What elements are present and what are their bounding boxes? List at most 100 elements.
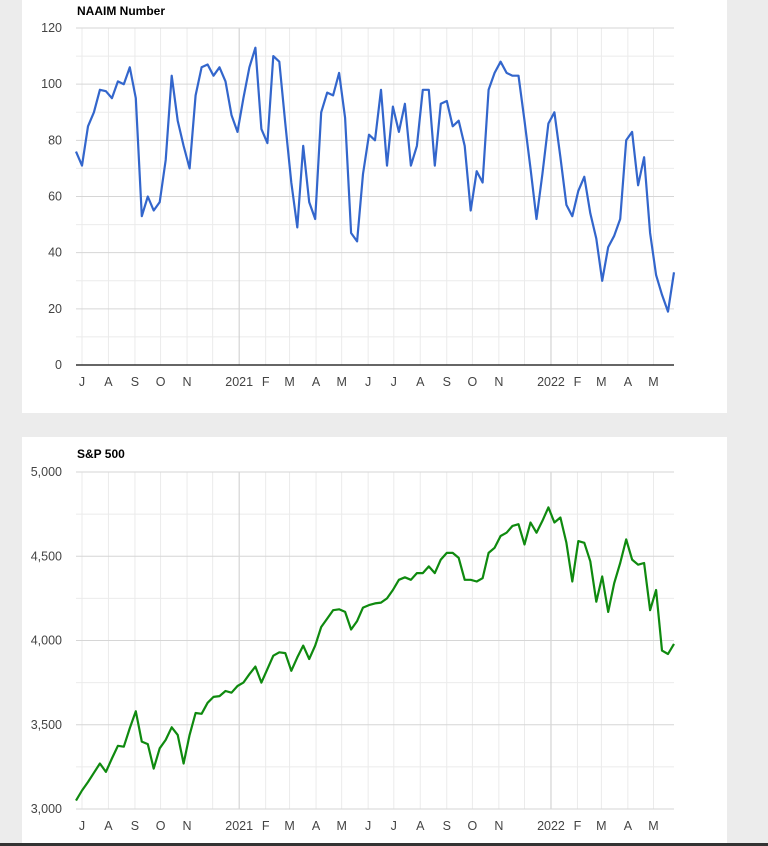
sp500-data-point bbox=[123, 746, 125, 748]
sp500-data-point bbox=[314, 645, 316, 647]
naaim-x-tick-label: M bbox=[648, 375, 658, 389]
naaim-data-point bbox=[416, 145, 418, 147]
sp500-data-point bbox=[613, 582, 615, 584]
naaim-data-point bbox=[428, 89, 430, 91]
sp500-data-point bbox=[165, 739, 167, 741]
sp500-data-point bbox=[446, 552, 448, 554]
sp500-data-point bbox=[99, 763, 101, 765]
naaim-data-point bbox=[535, 218, 537, 220]
sp500-data-point bbox=[458, 557, 460, 559]
naaim-data-point bbox=[296, 226, 298, 228]
naaim-data-point bbox=[350, 232, 352, 234]
naaim-data-point bbox=[75, 151, 77, 153]
sp500-data-point bbox=[338, 608, 340, 610]
naaim-x-tick-label: S bbox=[443, 375, 451, 389]
sp500-y-tick-label: 4,000 bbox=[31, 634, 62, 648]
naaim-data-point bbox=[213, 75, 215, 77]
naaim-data-point bbox=[577, 190, 579, 192]
naaim-data-point bbox=[165, 159, 167, 161]
sp500-data-point bbox=[643, 562, 645, 564]
naaim-data-point bbox=[667, 311, 669, 313]
sp500-data-point bbox=[171, 726, 173, 728]
sp500-data-point bbox=[302, 645, 304, 647]
sp500-data-point bbox=[195, 712, 197, 714]
sp500-data-point bbox=[494, 547, 496, 549]
sp500-data-point bbox=[153, 768, 155, 770]
sp500-data-point bbox=[93, 772, 95, 774]
naaim-data-point bbox=[613, 235, 615, 237]
sp500-data-point bbox=[326, 618, 328, 620]
sp500-data-point bbox=[524, 543, 526, 545]
sp500-data-point bbox=[225, 690, 227, 692]
sp500-data-point bbox=[535, 532, 537, 534]
sp500-x-tick-label: 2021 bbox=[225, 819, 253, 833]
naaim-data-point bbox=[356, 240, 358, 242]
naaim-data-point bbox=[177, 120, 179, 122]
naaim-data-point bbox=[219, 66, 221, 68]
naaim-data-point bbox=[99, 89, 101, 91]
sp500-data-point bbox=[559, 516, 561, 518]
naaim-data-point bbox=[147, 196, 149, 198]
sp500-data-point bbox=[386, 597, 388, 599]
sp500-data-point bbox=[404, 576, 406, 578]
naaim-data-point bbox=[260, 128, 262, 130]
sp500-data-point bbox=[571, 581, 573, 583]
sp500-x-tick-label: F bbox=[574, 819, 582, 833]
sp500-x-tick-label: J bbox=[79, 819, 85, 833]
naaim-data-point bbox=[637, 184, 639, 186]
sp500-x-tick-label: N bbox=[494, 819, 503, 833]
sp500-data-point bbox=[547, 506, 549, 508]
naaim-data-point bbox=[553, 111, 555, 113]
sp500-data-point bbox=[428, 565, 430, 567]
naaim-data-point bbox=[518, 75, 520, 77]
sp500-x-tick-label: A bbox=[104, 819, 113, 833]
sp500-data-point bbox=[488, 552, 490, 554]
naaim-data-point bbox=[201, 66, 203, 68]
naaim-y-tick-label: 20 bbox=[48, 302, 62, 316]
sp500-data-point bbox=[362, 607, 364, 609]
naaim-data-point bbox=[320, 111, 322, 113]
naaim-data-point bbox=[500, 61, 502, 63]
naaim-y-tick-label: 0 bbox=[55, 358, 62, 372]
sp500-x-tick-label: N bbox=[183, 819, 192, 833]
sp500-data-point bbox=[350, 629, 352, 631]
sp500-x-tick-label: O bbox=[468, 819, 478, 833]
sp500-data-point bbox=[625, 538, 627, 540]
sp500-data-point bbox=[589, 560, 591, 562]
naaim-data-point bbox=[559, 156, 561, 158]
naaim-data-point bbox=[93, 111, 95, 113]
sp500-x-tick-label: M bbox=[596, 819, 606, 833]
sp500-x-tick-label: A bbox=[312, 819, 321, 833]
naaim-x-tick-label: F bbox=[262, 375, 270, 389]
naaim-data-point bbox=[506, 72, 508, 74]
naaim-data-point bbox=[476, 170, 478, 172]
naaim-data-point bbox=[524, 120, 526, 122]
sp500-data-point bbox=[207, 702, 209, 704]
naaim-data-point bbox=[105, 90, 107, 92]
naaim-data-point bbox=[171, 75, 173, 77]
sp500-data-point bbox=[230, 692, 232, 694]
sp500-data-point bbox=[500, 535, 502, 537]
naaim-data-point bbox=[494, 72, 496, 74]
naaim-data-point bbox=[195, 94, 197, 96]
sp500-x-tick-label: S bbox=[131, 819, 139, 833]
sp500-data-point bbox=[236, 685, 238, 687]
sp500-x-tick-label: A bbox=[624, 819, 633, 833]
sp500-data-point bbox=[512, 525, 514, 527]
sp500-data-point bbox=[518, 523, 520, 525]
sp500-y-tick-label: 3,000 bbox=[31, 802, 62, 816]
naaim-data-point bbox=[541, 173, 543, 175]
naaim-data-point bbox=[374, 139, 376, 141]
naaim-data-point bbox=[272, 55, 274, 57]
naaim-data-point bbox=[284, 122, 286, 124]
sp500-x-tick-label: M bbox=[284, 819, 294, 833]
sp500-data-point bbox=[81, 789, 83, 791]
sp500-chart-title: S&P 500 bbox=[77, 447, 125, 461]
sp500-data-point bbox=[344, 611, 346, 613]
naaim-data-point bbox=[655, 274, 657, 276]
sp500-data-point bbox=[368, 604, 370, 606]
naaim-y-tick-label: 80 bbox=[48, 133, 62, 147]
naaim-x-tick-label: O bbox=[468, 375, 478, 389]
naaim-data-point bbox=[673, 271, 675, 273]
